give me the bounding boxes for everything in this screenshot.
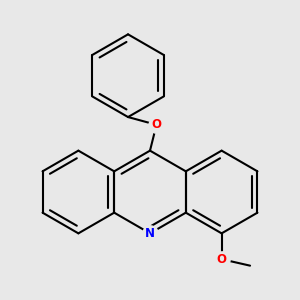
- Text: O: O: [217, 253, 226, 266]
- Text: O: O: [152, 118, 161, 131]
- Text: N: N: [145, 227, 155, 240]
